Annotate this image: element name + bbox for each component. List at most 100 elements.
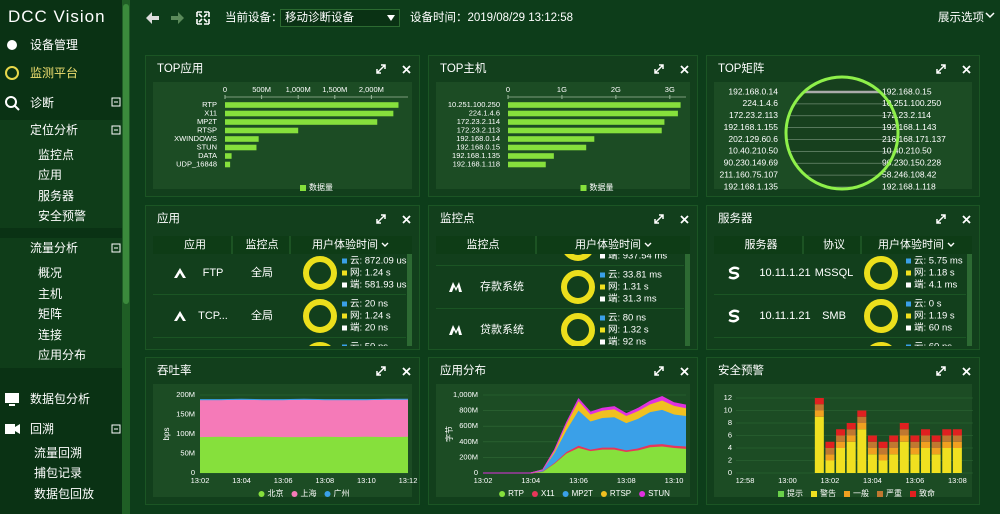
bar-segment	[836, 429, 846, 436]
category-label: 192.168.1.135	[452, 151, 500, 160]
matrix-source: 10.40.210.50	[728, 146, 778, 156]
device-select[interactable]: 移动诊断设备	[280, 9, 400, 27]
close-button[interactable]	[680, 215, 689, 224]
bar	[225, 127, 299, 134]
bar	[225, 110, 394, 117]
close-button[interactable]	[402, 367, 411, 376]
close-button[interactable]	[962, 367, 971, 376]
table-body: 10.11.1.21 MSSQL 云: 5.75 ms网: 1.18 s端: 4.1…	[714, 256, 966, 346]
menu-item[interactable]: 应用	[0, 166, 122, 184]
sort-chevron[interactable]	[947, 242, 955, 247]
experience-donut	[561, 270, 595, 304]
menu-item[interactable]: 主机	[0, 285, 122, 303]
expand-button[interactable]	[936, 214, 946, 224]
menu-item[interactable]: 监测平台	[0, 64, 122, 82]
sort-chevron[interactable]	[644, 242, 652, 247]
bar-segment	[931, 435, 941, 442]
expand-button[interactable]	[654, 64, 664, 74]
metric-label: 网: 1.18 s	[914, 268, 955, 279]
nav-buttons[interactable]	[140, 8, 215, 28]
menu-item[interactable]: 设备管理	[0, 36, 122, 54]
x-tick-label: 13:06	[274, 476, 293, 485]
x-tick-label: 13:02	[821, 476, 840, 485]
legend-swatch	[499, 491, 506, 497]
menu-item[interactable]: 应用分布	[0, 346, 122, 364]
menu-item[interactable]: 诊断	[0, 94, 122, 112]
category-label: 192.168.0.14	[456, 134, 500, 143]
menu-item[interactable]: 概况	[0, 264, 122, 282]
close-button[interactable]	[962, 215, 971, 224]
metric-swatch	[906, 301, 911, 307]
area	[200, 436, 408, 473]
chart-background	[436, 82, 690, 189]
menu-label: 数据包分析	[30, 392, 91, 406]
metric-swatch	[600, 296, 605, 302]
menu-item[interactable]: 安全预警	[0, 207, 122, 225]
menu-item[interactable]: 监控点	[0, 146, 122, 164]
back-button[interactable]	[146, 12, 159, 24]
bar-segment	[878, 460, 888, 473]
bar-segment	[952, 441, 962, 448]
expand-button[interactable]	[936, 366, 946, 376]
menu-item[interactable]: 捕包记录	[0, 464, 122, 482]
matrix-source: 211.160.75.107	[720, 169, 779, 179]
menu-group-title[interactable]: 流量分析	[0, 239, 122, 257]
menu-item[interactable]: 连接	[0, 326, 122, 344]
menu-item[interactable]: 矩阵	[0, 305, 122, 323]
metric-swatch	[906, 313, 911, 319]
close-button[interactable]	[962, 65, 971, 74]
display-options[interactable]: 展示选项	[938, 9, 996, 27]
menu-item[interactable]: 流量回溯	[0, 444, 122, 462]
close-button[interactable]	[402, 215, 411, 224]
expand-button[interactable]	[376, 366, 386, 376]
metric-label: 云: 20 ns	[350, 299, 388, 310]
panel: 吞吐率 0 50M 100M 150M 200M bps 13:02 13:04 13:06 13:…	[145, 357, 420, 505]
bar-segment	[889, 448, 899, 455]
bar-segment	[942, 441, 952, 448]
metric-swatch	[342, 282, 347, 288]
expand-button[interactable]	[654, 366, 664, 376]
x-tick-label: 2,000M	[359, 85, 384, 94]
panel: TOP主机 0 1G 2G 3G 10.251.100.250 224.1.4.6 172.2…	[428, 55, 698, 197]
menu-group-title[interactable]: 定位分析	[0, 121, 122, 139]
menu-item[interactable]: 数据包回放	[0, 485, 122, 503]
menu-item[interactable]: 回溯	[0, 420, 122, 438]
row-icon	[728, 266, 740, 280]
fullscreen-button[interactable]	[196, 11, 210, 25]
row-icon	[728, 309, 740, 323]
bar	[508, 136, 595, 142]
expand-button[interactable]	[654, 214, 664, 224]
menu-item[interactable]: 数据包分析	[0, 390, 122, 408]
bar-segment	[825, 460, 835, 473]
table-scrollbar[interactable]	[685, 254, 690, 346]
expand-button[interactable]	[936, 64, 946, 74]
expand-button[interactable]	[376, 214, 386, 224]
forward-button[interactable]	[171, 12, 184, 24]
y-tick-label: 6	[728, 430, 732, 439]
menu-item[interactable]: 服务器	[0, 187, 122, 205]
column-header: 监控点	[467, 237, 500, 251]
icon	[5, 96, 121, 111]
sort-chevron[interactable]	[381, 242, 389, 247]
panel: 服务器 服务器 协议 用户体验时间 10.11.1.21 MSSQL 云: 5.75 ms 网…	[706, 205, 980, 350]
row-icon	[449, 325, 462, 335]
close-button[interactable]	[680, 65, 689, 74]
legend-label: 上海	[301, 488, 317, 498]
scrollbar[interactable]	[122, 0, 130, 514]
scroll-thumb[interactable]	[123, 4, 129, 304]
close-button[interactable]	[680, 367, 689, 376]
close-icon	[680, 65, 689, 74]
table-scrollbar[interactable]	[967, 254, 972, 346]
bar-segment	[878, 448, 888, 455]
expand-button[interactable]	[376, 64, 386, 74]
bar-segment	[952, 448, 962, 473]
expand-icon	[936, 366, 946, 376]
area	[483, 446, 686, 473]
bar-segment	[878, 454, 888, 461]
bar-segment	[867, 441, 877, 448]
table-scrollbar[interactable]	[407, 254, 412, 346]
legend-label: 北京	[268, 488, 284, 498]
matrix-target: 90.230.150.228	[882, 158, 941, 168]
close-button[interactable]	[402, 65, 411, 74]
